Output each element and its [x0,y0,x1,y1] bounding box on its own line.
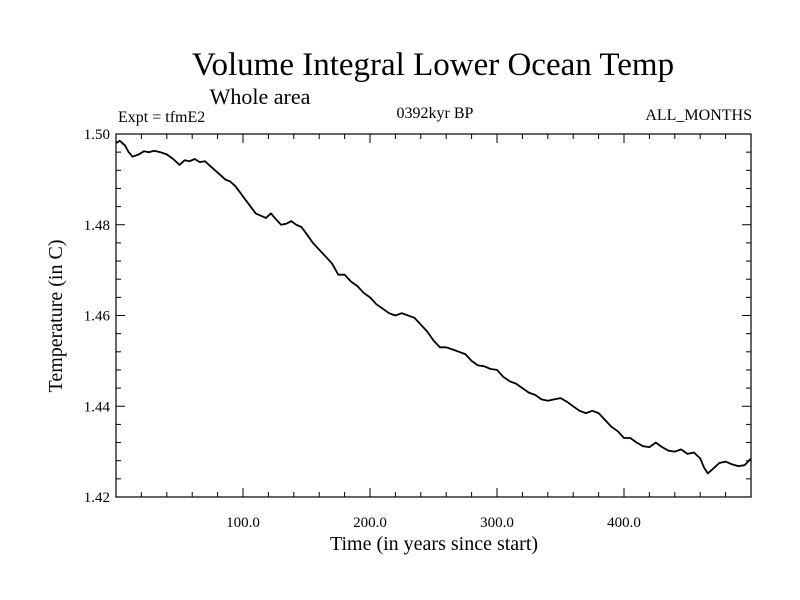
y-tick-label: 1.46 [84,309,111,325]
x-axis-label: Time (in years since start) [330,533,538,555]
y-tick-label: 1.44 [84,399,111,415]
y-tick-label: 1.48 [84,218,110,234]
months-label: ALL_MONTHS [645,107,752,124]
chart-title: Volume Integral Lower Ocean Temp [192,47,674,83]
x-tick-label: 400.0 [607,515,641,531]
x-tick-label: 200.0 [353,515,387,531]
x-tick-label: 300.0 [480,515,514,531]
experiment-label: Expt = tfmE2 [118,109,205,126]
plot-area: 100.0 200.0 300.0 400.0 1.42 1.44 1.46 1.48 1.5… [84,127,752,531]
y-tick-label: 1.50 [84,127,110,143]
chart-subtitle: Whole area [210,84,311,109]
temperature-line [115,139,752,475]
y-axis-ticks: 1.42 1.44 1.46 1.48 1.50 [84,127,751,506]
y-axis-label: Temperature (in C) [45,240,67,393]
y-tick-label: 1.42 [84,490,110,506]
x-axis-ticks: 100.0 200.0 300.0 400.0 [140,134,727,531]
period-label: 0392kyr BP [397,105,474,122]
x-tick-label: 100.0 [226,515,260,531]
